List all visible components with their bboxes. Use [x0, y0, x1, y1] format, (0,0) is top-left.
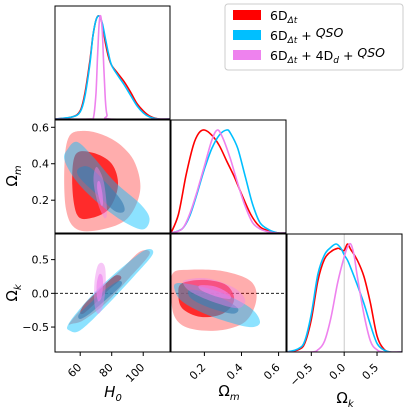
axis-label-H0: H0 — [104, 383, 122, 404]
pdf-line-s3-H0 — [55, 14, 170, 119]
panel-frame — [54, 5, 171, 120]
panel-2d-H0-Ok — [54, 233, 171, 353]
pdf-line-s3-Ok — [287, 242, 402, 352]
contour-s3-inner — [96, 273, 104, 302]
panel-1d-Om — [170, 119, 287, 234]
panels-layer — [54, 5, 403, 353]
panel-2d-Om-Ok — [170, 233, 287, 353]
axis-label-Ok: Ωk — [336, 389, 354, 408]
pdf-line-s2-H0 — [55, 15, 170, 119]
y-tick-label: −0.5 — [22, 321, 49, 334]
legend-label-s3: 6DΔt + 4Dd + QSO — [270, 45, 385, 66]
x-tick-label: 0.0 — [327, 361, 349, 383]
legend-frame — [224, 3, 404, 71]
x-tick-label: 100 — [123, 361, 147, 385]
panel-1d-H0-content — [55, 14, 170, 119]
panel-2d-H0-Om — [54, 119, 171, 234]
x-tick-label: 0.5 — [360, 361, 382, 383]
panel-frame — [54, 119, 171, 234]
pdf-line-s3-Om — [171, 129, 286, 233]
x-tick-label: −0.5 — [287, 361, 315, 389]
x-tick-label: 60 — [65, 361, 84, 380]
panel-1d-Ok — [286, 233, 403, 353]
panel-frame — [170, 119, 287, 234]
y-tick-label: 0.5 — [32, 254, 50, 267]
panel-1d-Ok-content — [287, 234, 402, 352]
panel-frame — [170, 233, 287, 353]
contour-s2-inner — [187, 289, 239, 314]
pdf-line-s1-Om — [171, 129, 286, 233]
legend-swatch-s2 — [233, 30, 261, 40]
contour-s3-inner — [97, 180, 104, 207]
panel-1d-Om-content — [171, 129, 286, 233]
axis-label-Om: Ωm — [3, 165, 24, 186]
x-tick-label: 0.4 — [224, 361, 246, 383]
legend-swatch-s1 — [233, 10, 261, 20]
y-tick-label: 0.6 — [32, 121, 50, 134]
panel-1d-H0 — [54, 5, 171, 120]
x-tick-label: 80 — [97, 361, 116, 380]
x-tick-label: 0.2 — [187, 361, 209, 383]
pdf-line-s1-Ok — [287, 243, 402, 352]
panel-2d-H0-Om-content — [64, 130, 150, 232]
legend-label-s2: 6DΔt + QSO — [270, 25, 343, 46]
legend-swatch-s3 — [233, 50, 261, 60]
panel-2d-Om-Ok-content — [171, 269, 286, 331]
y-tick-label: 0.2 — [32, 194, 50, 207]
y-tick-label: 0.4 — [32, 158, 50, 171]
legend-label-s1: 6DΔt — [270, 8, 298, 26]
x-tick-label: 0.6 — [261, 361, 283, 383]
axis-label-Ok: Ωk — [3, 283, 24, 301]
labels-layer: 60 80 100 0.2 0.4 0.6 −0.5 0.0 0.50.20.40.60.50.… — [3, 121, 381, 408]
y-tick-label: 0.0 — [32, 287, 50, 300]
panel-2d-H0-Ok-content — [55, 248, 170, 333]
contour-s3-inner — [198, 285, 232, 299]
axis-label-Om: Ωm — [218, 382, 239, 403]
